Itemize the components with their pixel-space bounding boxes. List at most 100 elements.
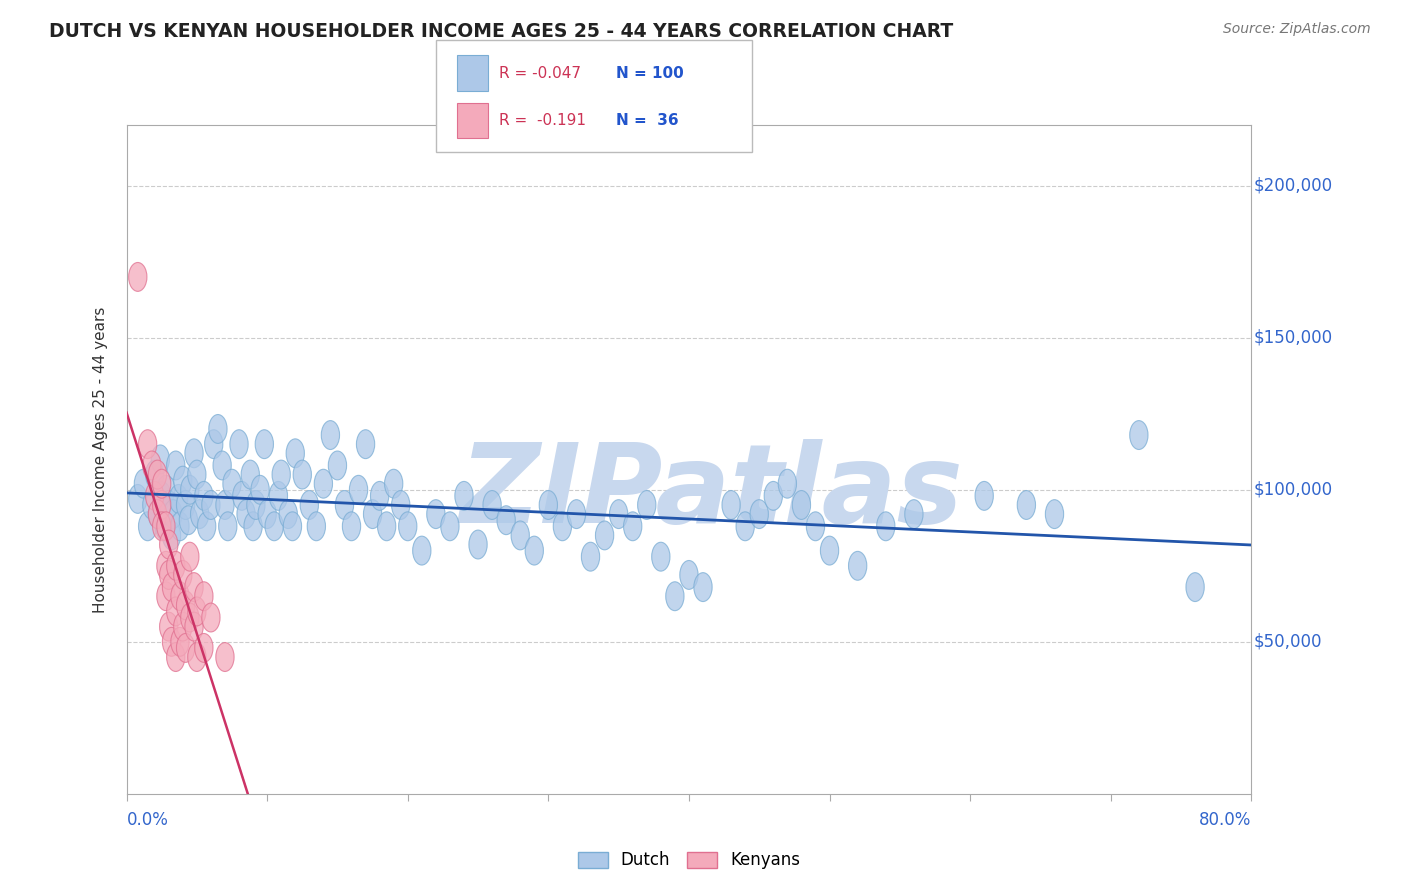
Ellipse shape	[240, 460, 259, 489]
Ellipse shape	[391, 491, 411, 519]
Ellipse shape	[321, 421, 340, 450]
Ellipse shape	[148, 460, 166, 489]
Ellipse shape	[156, 582, 176, 611]
Ellipse shape	[371, 482, 388, 510]
Ellipse shape	[162, 627, 180, 657]
Ellipse shape	[596, 521, 614, 549]
Ellipse shape	[877, 512, 896, 541]
Ellipse shape	[526, 536, 543, 565]
Ellipse shape	[174, 467, 191, 495]
Ellipse shape	[166, 597, 186, 626]
Ellipse shape	[441, 512, 458, 541]
Ellipse shape	[651, 542, 669, 571]
Ellipse shape	[138, 512, 157, 541]
Ellipse shape	[806, 512, 824, 541]
Ellipse shape	[1130, 421, 1147, 450]
Ellipse shape	[152, 491, 172, 519]
Ellipse shape	[174, 612, 191, 641]
Text: R =  -0.191: R = -0.191	[499, 113, 586, 128]
Ellipse shape	[1187, 573, 1204, 601]
Ellipse shape	[905, 500, 924, 529]
Ellipse shape	[278, 500, 298, 529]
Ellipse shape	[155, 512, 174, 541]
Ellipse shape	[468, 530, 488, 559]
Ellipse shape	[1018, 491, 1036, 519]
Ellipse shape	[138, 430, 157, 458]
Ellipse shape	[681, 560, 697, 590]
Ellipse shape	[849, 551, 866, 581]
Ellipse shape	[259, 500, 276, 529]
Ellipse shape	[233, 482, 252, 510]
Ellipse shape	[821, 536, 838, 565]
Ellipse shape	[180, 603, 200, 632]
Ellipse shape	[217, 491, 235, 519]
Ellipse shape	[152, 512, 172, 541]
Text: $50,000: $50,000	[1254, 632, 1322, 651]
Ellipse shape	[399, 512, 418, 541]
Ellipse shape	[308, 512, 326, 541]
Ellipse shape	[128, 484, 146, 514]
Ellipse shape	[357, 430, 374, 458]
Ellipse shape	[292, 460, 312, 489]
Ellipse shape	[315, 469, 333, 498]
Ellipse shape	[169, 484, 188, 514]
Ellipse shape	[540, 491, 558, 519]
Ellipse shape	[328, 451, 347, 480]
Ellipse shape	[343, 512, 361, 541]
Ellipse shape	[1046, 500, 1063, 529]
Ellipse shape	[162, 521, 180, 549]
Ellipse shape	[156, 512, 176, 541]
Ellipse shape	[177, 633, 194, 663]
Ellipse shape	[336, 491, 354, 519]
Ellipse shape	[190, 500, 208, 529]
Ellipse shape	[229, 430, 247, 458]
Ellipse shape	[666, 582, 685, 611]
Ellipse shape	[256, 430, 273, 458]
Y-axis label: Householder Income Ages 25 - 44 years: Householder Income Ages 25 - 44 years	[93, 306, 108, 613]
Ellipse shape	[222, 469, 242, 498]
Ellipse shape	[301, 491, 318, 519]
Ellipse shape	[160, 560, 177, 590]
Ellipse shape	[568, 500, 586, 529]
Ellipse shape	[172, 627, 188, 657]
Text: Source: ZipAtlas.com: Source: ZipAtlas.com	[1223, 22, 1371, 37]
Ellipse shape	[269, 482, 287, 510]
Ellipse shape	[197, 512, 217, 541]
Ellipse shape	[180, 475, 200, 504]
Ellipse shape	[162, 573, 180, 601]
Ellipse shape	[737, 512, 754, 541]
Ellipse shape	[512, 521, 530, 549]
Ellipse shape	[143, 451, 160, 480]
Ellipse shape	[160, 530, 177, 559]
Ellipse shape	[156, 475, 176, 504]
Text: $150,000: $150,000	[1254, 329, 1333, 347]
Ellipse shape	[146, 482, 163, 510]
Text: DUTCH VS KENYAN HOUSEHOLDER INCOME AGES 25 - 44 YEARS CORRELATION CHART: DUTCH VS KENYAN HOUSEHOLDER INCOME AGES …	[49, 22, 953, 41]
Ellipse shape	[610, 500, 627, 529]
Ellipse shape	[134, 469, 152, 498]
Ellipse shape	[205, 430, 222, 458]
Ellipse shape	[413, 536, 430, 565]
Ellipse shape	[208, 415, 228, 443]
Ellipse shape	[143, 491, 160, 519]
Ellipse shape	[148, 500, 166, 529]
Text: ZIPatlas: ZIPatlas	[460, 440, 963, 546]
Ellipse shape	[693, 573, 713, 601]
Text: R = -0.047: R = -0.047	[499, 66, 581, 80]
Text: $100,000: $100,000	[1254, 481, 1333, 499]
Ellipse shape	[976, 482, 993, 510]
Ellipse shape	[245, 512, 262, 541]
Ellipse shape	[177, 491, 194, 519]
Ellipse shape	[186, 573, 204, 601]
Ellipse shape	[751, 500, 768, 529]
Ellipse shape	[202, 603, 219, 632]
Legend: Dutch, Kenyans: Dutch, Kenyans	[571, 845, 807, 876]
Text: 0.0%: 0.0%	[127, 811, 169, 829]
Ellipse shape	[283, 512, 301, 541]
Ellipse shape	[214, 451, 232, 480]
Ellipse shape	[363, 500, 382, 529]
Ellipse shape	[172, 512, 188, 541]
Ellipse shape	[384, 469, 402, 498]
Ellipse shape	[723, 491, 741, 519]
Ellipse shape	[128, 262, 146, 292]
